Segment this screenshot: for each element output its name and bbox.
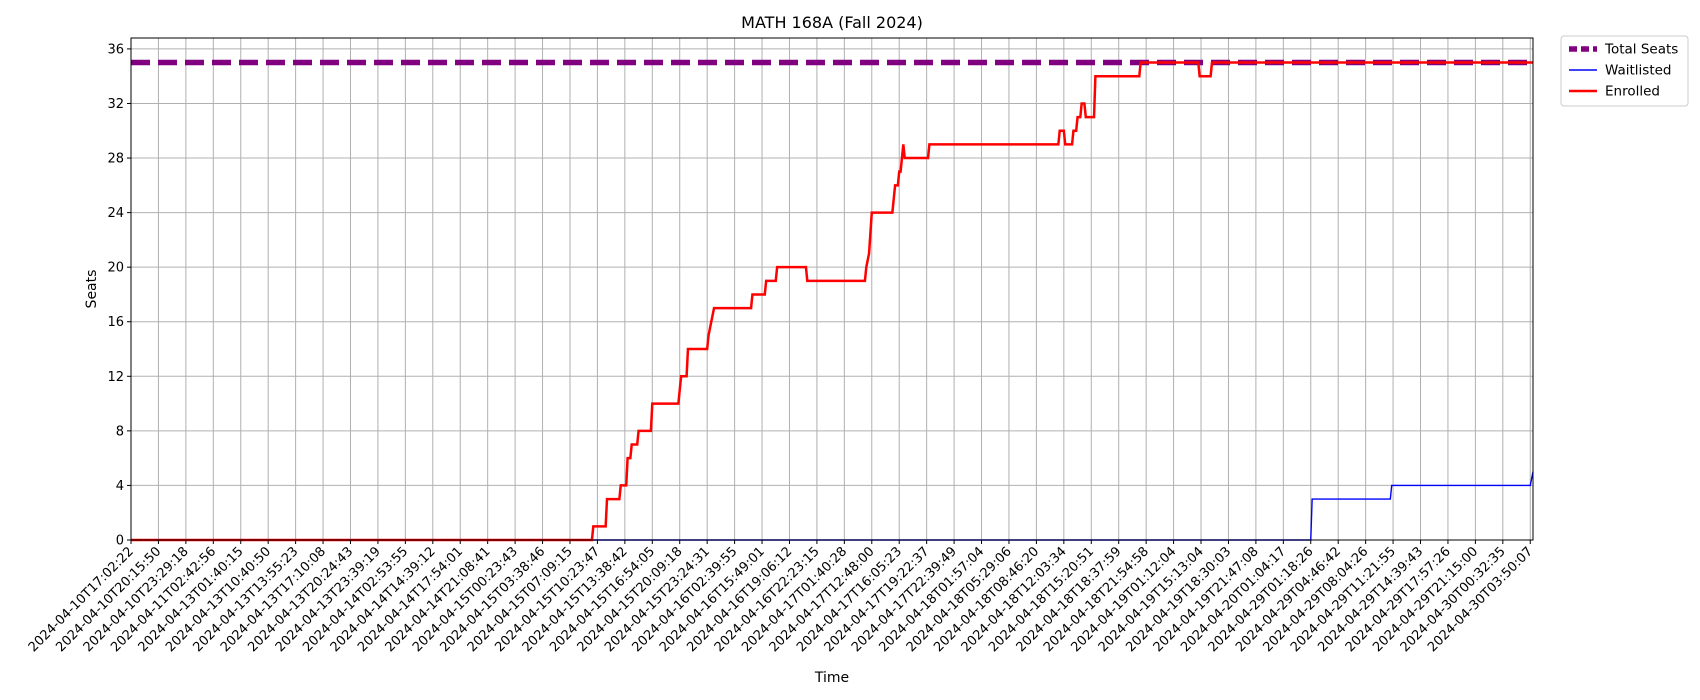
y-tick-label: 32 bbox=[107, 97, 124, 112]
y-tick-label: 8 bbox=[116, 424, 124, 439]
y-tick-label: 16 bbox=[107, 315, 124, 330]
legend-label: Total Seats bbox=[1604, 42, 1678, 58]
plot-frame bbox=[130, 37, 1534, 541]
legend-box bbox=[1560, 35, 1689, 107]
series-line-enrolled bbox=[131, 61, 1533, 542]
y-tick-label: 4 bbox=[116, 479, 124, 494]
legend-label: Waitlisted bbox=[1605, 63, 1672, 79]
legend: Total Seats Waitlisted Enrolled bbox=[1560, 35, 1689, 107]
y-tick-label: 12 bbox=[107, 370, 124, 385]
y-axis-ticks: 0 4 8 12 16 20 24 28 32 36 bbox=[107, 42, 131, 549]
y-tick-label: 28 bbox=[107, 152, 124, 167]
y-axis-title: Seats bbox=[84, 270, 100, 309]
y-tick-label: 24 bbox=[107, 206, 124, 221]
legend-label: Enrolled bbox=[1605, 84, 1660, 100]
y-tick-label: 36 bbox=[107, 42, 124, 57]
y-tick-label: 0 bbox=[116, 534, 124, 549]
chart-title: MATH 168A (Fall 2024) bbox=[741, 13, 923, 32]
y-tick-label: 20 bbox=[107, 261, 124, 276]
x-axis-title: Time bbox=[814, 670, 849, 686]
x-axis-ticks: 2024-04-10T17:02:222024-04-10T20:15:5020… bbox=[26, 540, 1536, 655]
